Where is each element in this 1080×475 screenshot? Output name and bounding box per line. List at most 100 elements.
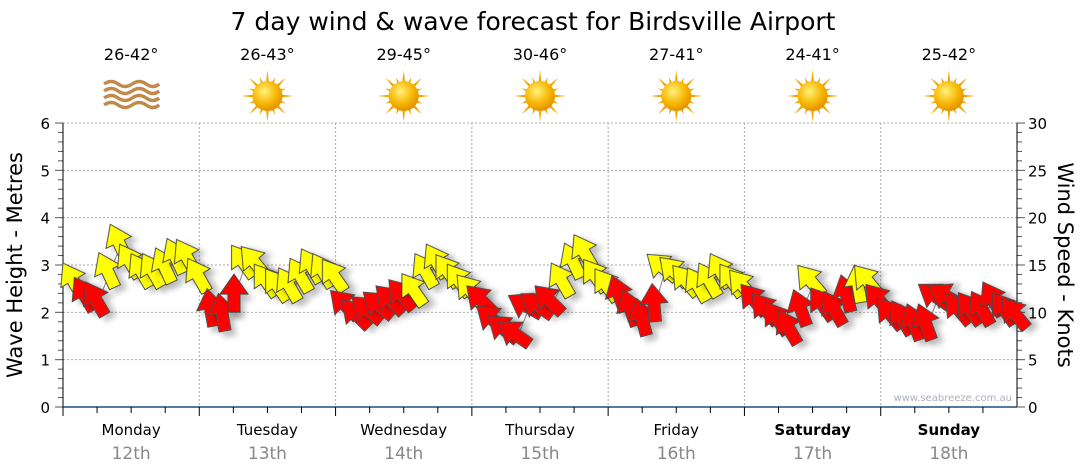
right-tick-label: 30 <box>1028 115 1047 133</box>
date-label: 16th <box>657 444 696 464</box>
temperature-range: 26-43° <box>240 45 295 64</box>
wind-arrow <box>321 258 350 295</box>
sun-ray <box>684 77 695 88</box>
wind-arrow <box>83 281 111 319</box>
wind-arrow <box>497 321 534 350</box>
sun-ray <box>956 77 968 88</box>
sun-ray <box>956 104 968 115</box>
sun-ray <box>552 94 566 98</box>
right-axis-label: Wind Speed - Knots <box>1053 162 1077 367</box>
sun-ray <box>241 94 255 98</box>
sun-ray <box>947 70 951 84</box>
sun-ray <box>280 94 294 98</box>
date-label: 12th <box>112 444 151 464</box>
temperature-range: 24-41° <box>785 45 840 64</box>
sun-ray <box>922 94 936 98</box>
sun-icon <box>241 70 294 122</box>
date-label: 13th <box>248 444 287 464</box>
wind-arrow <box>1001 298 1032 333</box>
sun-ray <box>548 104 559 115</box>
sun-ray <box>650 94 664 98</box>
sun-ray <box>402 108 406 122</box>
wind-arrow <box>534 285 567 318</box>
sun-ray <box>385 104 396 115</box>
sun-ray <box>265 70 269 84</box>
temperature-range: 29-45° <box>376 45 431 64</box>
sun-disc <box>661 81 692 111</box>
right-tick-label: 25 <box>1028 162 1047 180</box>
wind-arrow <box>786 288 815 329</box>
temperature-range: 30-46° <box>513 45 568 64</box>
left-tick-label: 0 <box>40 399 50 417</box>
right-tick-label: 5 <box>1028 352 1038 370</box>
sun-ray <box>657 77 669 88</box>
sun-ray <box>825 94 839 98</box>
day-label: Thursday <box>504 421 575 439</box>
right-tick-label: 10 <box>1028 304 1047 322</box>
sun-ray <box>820 77 831 88</box>
wind-arrow <box>548 262 577 300</box>
sun-ray <box>385 77 396 88</box>
wind-arrow <box>775 309 804 348</box>
day-label: Saturday <box>774 421 851 439</box>
date-label: 14th <box>384 444 423 464</box>
sun-ray <box>275 104 286 115</box>
day-label: Monday <box>102 421 161 439</box>
left-tick-label: 3 <box>40 257 50 275</box>
sun-icon <box>650 70 703 122</box>
day-label: Wednesday <box>360 421 447 439</box>
sun-ray <box>794 104 805 115</box>
wind-arrow <box>627 297 657 338</box>
sun-ray <box>249 77 260 88</box>
sun-ray <box>684 104 695 115</box>
sun-icon <box>377 70 430 122</box>
day-label: Sunday <box>918 421 981 439</box>
sun-ray <box>674 70 678 84</box>
sun-ray <box>786 94 800 98</box>
sun-ray <box>811 70 815 84</box>
sun-ray <box>689 94 703 98</box>
wind-arrow <box>571 233 599 272</box>
sun-ray <box>538 108 542 122</box>
sun-ray <box>961 94 975 98</box>
sun-ray <box>521 104 532 115</box>
left-axis-label: Wave Height - Metres <box>3 152 27 378</box>
temperature-range: 27-41° <box>649 45 704 64</box>
sun-icon <box>786 70 839 122</box>
sun-disc <box>388 81 419 111</box>
right-tick-label: 15 <box>1028 257 1047 275</box>
sun-ray <box>657 104 669 115</box>
right-tick-label: 20 <box>1028 210 1047 228</box>
temperature-range: 26-42° <box>104 45 159 64</box>
chart-title: 7 day wind & wave forecast for Birdsvill… <box>231 7 836 36</box>
sun-ray <box>548 77 559 88</box>
sun-ray <box>249 104 260 115</box>
day-label: Friday <box>654 421 700 439</box>
sun-disc <box>933 81 964 111</box>
right-tick-label: 0 <box>1028 399 1038 417</box>
sun-ray <box>514 94 528 98</box>
date-label: 17th <box>793 444 832 464</box>
wind-arrow <box>219 273 249 313</box>
sun-ray <box>377 94 391 98</box>
wind-arrow <box>911 303 940 343</box>
sun-ray <box>416 94 430 98</box>
watermark: www.seabreeze.com.au <box>894 393 1012 404</box>
sun-ray <box>538 70 542 84</box>
sun-ray <box>947 108 951 122</box>
sun-ray <box>521 77 532 88</box>
sun-ray <box>411 104 423 115</box>
left-tick-label: 1 <box>40 352 50 370</box>
sun-ray <box>794 77 805 88</box>
sun-disc <box>797 81 828 111</box>
wind-arrow <box>639 282 669 323</box>
wind-arrow <box>185 257 213 296</box>
haze-wave <box>103 79 161 89</box>
haze-icon <box>103 79 161 110</box>
temperature-range: 25-42° <box>922 45 977 64</box>
sun-ray <box>265 108 269 122</box>
sun-ray <box>402 70 406 84</box>
sun-ray <box>275 77 286 88</box>
